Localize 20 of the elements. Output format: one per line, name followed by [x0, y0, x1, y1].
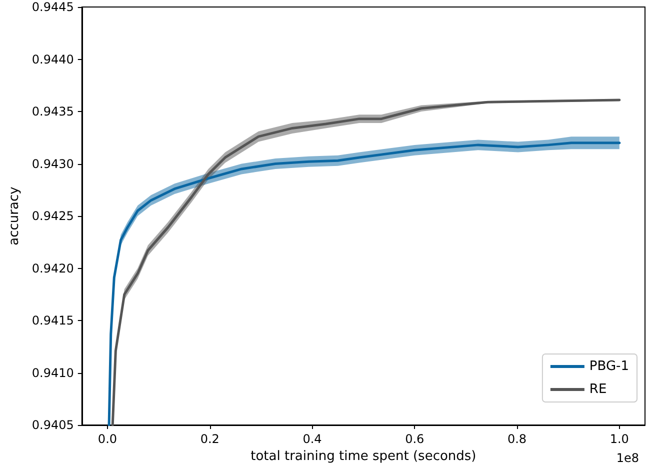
text: 1e8 — [616, 451, 640, 465]
x-tick-label: 0.2 — [200, 432, 220, 446]
x-tick-label: 0.8 — [507, 432, 527, 446]
x-tick-label: 0.4 — [302, 432, 322, 446]
y-tick-label: 0.9415 — [32, 314, 74, 328]
legend-label: PBG-1 — [589, 359, 630, 374]
y-tick-label: 0.9435 — [32, 104, 74, 118]
y-tick-label: 0.9445 — [32, 0, 74, 14]
x-axis-title: total training time spent (seconds) — [250, 448, 476, 464]
y-tick-label: 0.9405 — [32, 418, 74, 432]
y-tick-label: 0.9440 — [32, 52, 74, 66]
legend-label: RE — [589, 382, 607, 397]
y-tick-label: 0.9430 — [32, 156, 74, 171]
x-tick-label: 1.0 — [610, 432, 629, 446]
x-tick-label: 0.0 — [98, 432, 118, 446]
y-tick-label: 0.9420 — [32, 261, 74, 276]
y-axis-title: accuracy — [7, 186, 22, 246]
x-tick-label: 0.6 — [405, 432, 424, 446]
y-tick-label: 0.9425 — [32, 209, 74, 223]
y-tick-label: 0.9410 — [32, 366, 74, 380]
